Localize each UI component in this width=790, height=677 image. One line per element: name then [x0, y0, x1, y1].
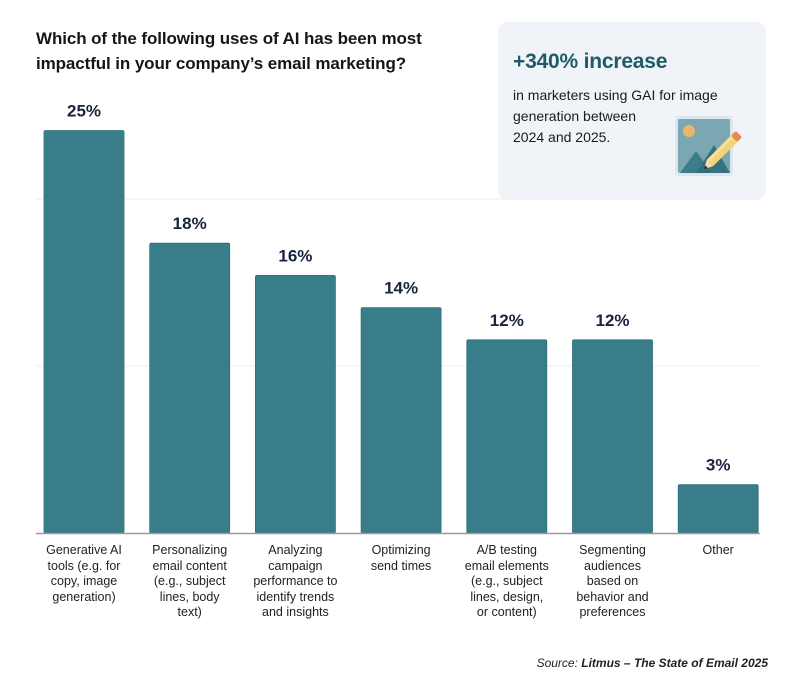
category-label-line: generation): [52, 589, 116, 604]
category-label-line: Generative AI: [46, 543, 122, 557]
category-label-line: A/B testing: [476, 543, 538, 557]
category-label-line: campaign: [268, 558, 323, 573]
bar-chart: 25% 18% 16% 14% 12% 12% 3%: [36, 102, 760, 535]
category-label-line: preferences: [579, 605, 646, 619]
bar: [360, 307, 442, 534]
bar: [572, 339, 653, 534]
category-label-line: send times: [370, 558, 432, 573]
category-label-line: based on: [586, 574, 639, 588]
callout-body: in marketers using GAI for image generat…: [513, 85, 748, 148]
category-label-line: Personalizing: [152, 543, 228, 557]
category-label-line: Segmenting: [579, 543, 646, 557]
category-label-line: email content: [152, 558, 227, 573]
category-label: Personalizing email content (e.g., subject…: [138, 543, 242, 621]
value-labels: 25% 18% 16% 14% 12% 12% 3%: [67, 102, 731, 475]
callout-body-line: generation between: [513, 108, 636, 124]
category-label-line: and insights: [262, 605, 329, 619]
stat-callout: +340% increase in marketers using GAI fo…: [498, 22, 766, 199]
value-label: 25%: [67, 102, 101, 121]
bars: [43, 130, 759, 534]
category-label-line: performance to: [253, 574, 338, 588]
category-label: Optimizing send times: [349, 543, 453, 574]
category-label: A/B testing email elements (e.g., subject l…: [455, 543, 559, 621]
category-label-line: identify trends: [256, 589, 335, 604]
bar: [43, 130, 125, 534]
image-edit-icon: [675, 116, 742, 176]
category-label-line: behavior and: [576, 589, 649, 604]
bar: [149, 242, 231, 534]
callout-body-line: 2024 and 2025.: [513, 129, 611, 145]
category-label-line: Optimizing: [371, 543, 431, 557]
category-label-line: tools (e.g. for: [47, 558, 121, 573]
source-note: Source: Litmus – The State of Email 2025: [537, 656, 768, 670]
chart-title-line: impactful in your company’s email market…: [36, 54, 407, 73]
category-label-line: Analyzing: [268, 543, 323, 557]
callout-body-line: in marketers using GAI for image: [513, 87, 718, 103]
value-label: 14%: [384, 279, 418, 298]
category-label-line: text): [177, 605, 202, 619]
value-label: 12%: [595, 311, 629, 330]
category-label-line: copy, image: [50, 574, 118, 588]
source-prefix: Source:: [536, 656, 582, 670]
category-label-line: Other: [702, 543, 734, 557]
value-label: 18%: [173, 214, 207, 233]
value-label: 12%: [490, 311, 524, 330]
category-label: Segmenting audiences based on behavior and p…: [561, 543, 665, 621]
chart-title: Which of the following uses of AI has be…: [36, 26, 496, 76]
category-label-line: lines, body: [159, 589, 220, 604]
category-label: Analyzing campaign performance to identify …: [243, 543, 347, 621]
category-label-line: or content): [476, 605, 537, 619]
callout-headline: +340% increase: [513, 50, 668, 73]
category-label-line: (e.g., subject: [471, 574, 543, 588]
category-label: Generative AI tools (e.g. for copy, image g…: [32, 543, 136, 605]
chart-title-line: Which of the following uses of AI has be…: [36, 29, 422, 48]
category-label: Other: [666, 543, 770, 559]
category-label-line: email elements: [464, 558, 549, 573]
category-label-line: lines, design,: [470, 589, 544, 604]
source-name: Litmus – The State of Email 2025: [581, 656, 768, 670]
category-label-line: (e.g., subject: [153, 574, 226, 588]
category-label-line: audiences: [584, 558, 641, 573]
bar: [254, 274, 336, 534]
bar: [677, 484, 759, 534]
value-label: 16%: [278, 246, 312, 265]
bar: [466, 339, 548, 534]
value-label: 3%: [706, 456, 731, 475]
